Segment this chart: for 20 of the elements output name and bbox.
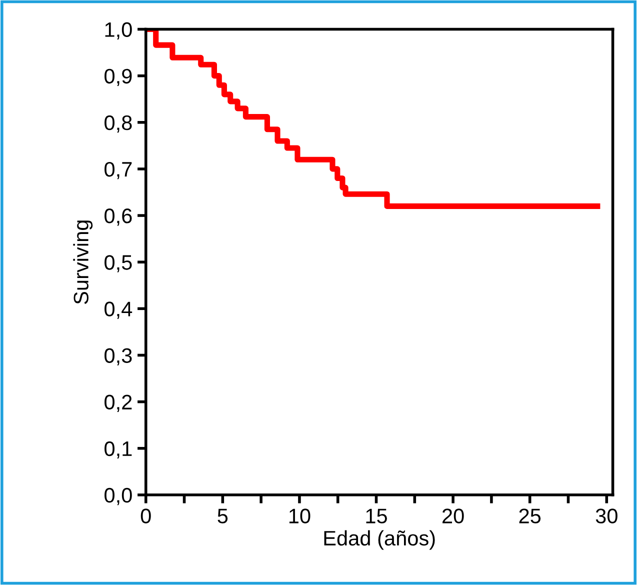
- x-tick-label: 20: [442, 508, 464, 524]
- y-tick-label: 0,6: [104, 208, 132, 226]
- y-tick-label: 0,1: [104, 441, 132, 459]
- y-tick-label: 0,3: [104, 348, 132, 366]
- x-tick-label: 30: [596, 508, 618, 524]
- y-tick-label: 0,5: [104, 255, 132, 272]
- y-axis-title: Surviving: [73, 220, 93, 304]
- x-tick-label: 0: [140, 508, 151, 524]
- y-tick-label: 0,8: [104, 115, 132, 133]
- y-tick-label: 0,7: [104, 162, 132, 180]
- y-tick-label: 1,0: [105, 22, 132, 40]
- x-tick-label: 10: [289, 508, 310, 524]
- y-tick-label: 0,0: [104, 488, 132, 506]
- x-tick-label: 15: [366, 508, 387, 524]
- y-tick-label: 0,4: [104, 302, 132, 319]
- x-tick-label: 5: [218, 508, 228, 524]
- y-tick-label: 0,2: [104, 394, 132, 412]
- x-tick-label: 25: [519, 508, 541, 524]
- y-tick-label: 0,9: [104, 68, 132, 86]
- x-axis-title: Edad (años): [324, 530, 435, 550]
